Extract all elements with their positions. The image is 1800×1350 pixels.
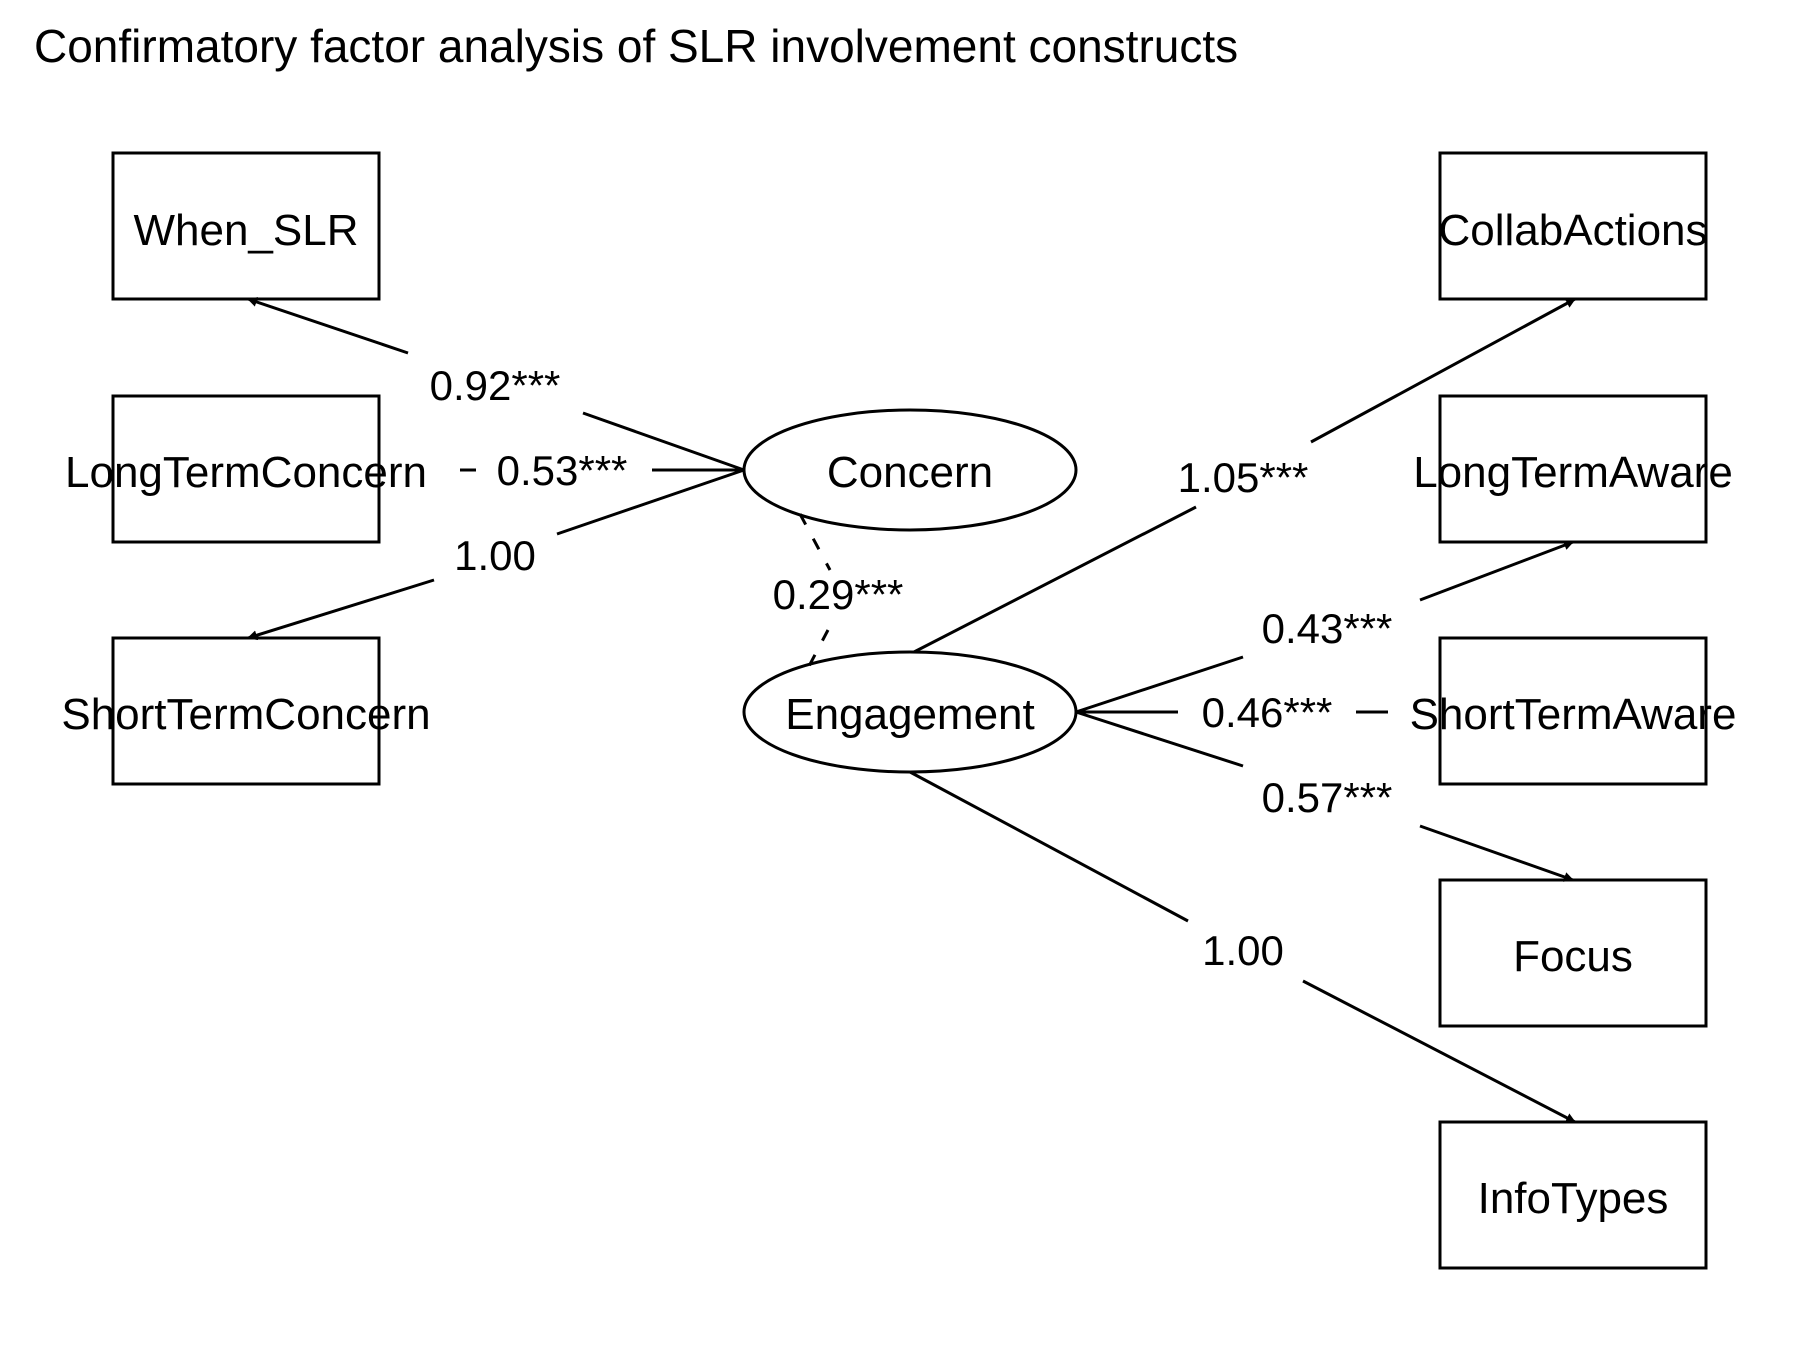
- edge-concern-short-term-concern-arrow: [247, 578, 435, 641]
- loading-label-short-term-concern: 1.00: [454, 532, 536, 579]
- edge-covariance-lower: [806, 629, 830, 669]
- loading-label-long-term-concern: 0.53***: [497, 447, 628, 494]
- diagram-title: Confirmatory factor analysis of SLR invo…: [34, 20, 1238, 72]
- indicator-focus: [1438, 878, 1708, 1028]
- loading-label-when-slr: 0.92***: [430, 362, 561, 409]
- edge-engagement-long-term-aware: [1075, 655, 1244, 714]
- indicator-short-term-concern: [111, 636, 381, 786]
- edge-engagement-focus: [1075, 710, 1244, 768]
- covariance-label: 0.29***: [773, 571, 904, 618]
- label-info-types: InfoTypes: [1478, 1174, 1669, 1223]
- loading-label-info-types: 1.00: [1202, 927, 1284, 974]
- edge-engagement-collab-actions-arrow: [1310, 297, 1576, 444]
- label-when-slr: When_SLR: [133, 206, 358, 255]
- indicator-collab-actions: [1438, 151, 1708, 301]
- edge-concern-when-slr: [582, 411, 745, 472]
- label-long-term-concern: LongTermConcern: [65, 448, 427, 497]
- edge-engagement-collab-actions: [913, 505, 1197, 654]
- label-short-term-concern: ShortTermConcern: [61, 690, 430, 739]
- indicator-when-slr: [111, 151, 381, 301]
- indicator-long-term-concern: [111, 394, 381, 544]
- edge-engagement-long-term-aware-arrow: [1419, 540, 1574, 602]
- indicator-short-term-aware: [1438, 636, 1708, 786]
- label-long-term-aware: LongTermAware: [1413, 448, 1733, 497]
- indicator-info-types: [1438, 1120, 1708, 1270]
- label-concern: Concern: [827, 448, 993, 497]
- label-focus: Focus: [1513, 932, 1633, 981]
- edge-engagement-info-types-arrow: [1302, 979, 1576, 1124]
- edge-engagement-info-types: [909, 770, 1189, 923]
- loading-label-short-term-aware: 0.46***: [1202, 689, 1333, 736]
- label-collab-actions: CollabActions: [1438, 206, 1707, 255]
- edge-concern-short-term-concern: [556, 468, 745, 536]
- edge-covariance-upper: [798, 513, 832, 571]
- loading-label-collab-actions: 1.05***: [1178, 454, 1309, 501]
- label-short-term-aware: ShortTermAware: [1410, 690, 1737, 739]
- label-engagement: Engagement: [785, 690, 1035, 739]
- loading-label-long-term-aware: 0.43***: [1262, 605, 1393, 652]
- edge-engagement-focus-arrow: [1419, 824, 1574, 882]
- loading-label-focus: 0.57***: [1262, 774, 1393, 821]
- edge-concern-when-slr-arrow: [247, 297, 409, 355]
